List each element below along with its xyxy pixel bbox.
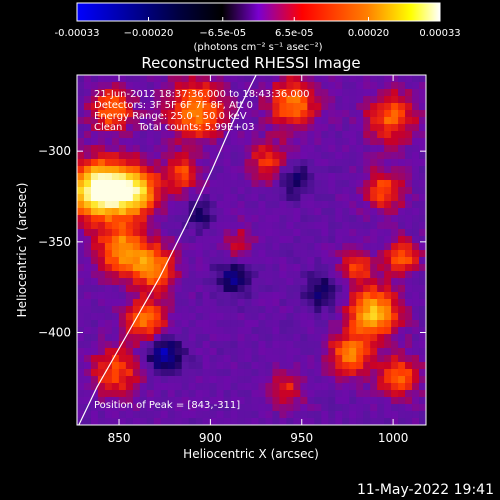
peak-position-label: Position of Peak = [843,-311] xyxy=(94,400,240,411)
y-tick-label: −350 xyxy=(38,235,71,249)
x-tick-label: 850 xyxy=(108,431,131,445)
colorbar-tick-label: -0.00033 xyxy=(55,28,100,39)
x-tick-label: 900 xyxy=(199,431,222,445)
colorbar xyxy=(76,2,441,22)
plot-frame xyxy=(76,74,427,426)
colorbar-tick-label: −6.5e-05 xyxy=(199,28,246,39)
annotation-detectors: Detectors: 3F 5F 6F 7F 8F, Att 0 xyxy=(94,100,253,111)
solar-limb-line xyxy=(78,75,257,425)
colorbar-tick-label: 0.00033 xyxy=(419,28,460,39)
annotation-time: 21-Jun-2012 18:37:36.000 to 18:43:36.000 xyxy=(94,89,310,100)
x-axis-ticks: 850 900 950 1000 xyxy=(108,75,409,445)
colorbar-ticks: -0.00033 −0.00020 −6.5e-05 6.5e-05 0.00020 0.… xyxy=(55,17,461,39)
colorbar-tick-label: 0.00020 xyxy=(348,28,389,39)
annotation-energy: Energy Range: 25.0 - 50.0 keV xyxy=(94,111,247,122)
colorbar-tick-label: 6.5e-05 xyxy=(275,28,313,39)
x-tick-label: 950 xyxy=(290,431,313,445)
x-tick-label: 1000 xyxy=(378,431,409,445)
annotation-clean: Clean Total counts: 5.99E+03 xyxy=(94,122,254,133)
y-tick-label: −400 xyxy=(38,326,71,340)
y-axis-ticks: −300 −350 −400 xyxy=(38,144,426,340)
y-axis-label: Heliocentric Y (arcsec) xyxy=(15,183,29,318)
colorbar-tick-label: −0.00020 xyxy=(124,28,174,39)
y-tick-label: −300 xyxy=(38,144,71,158)
x-axis-label: Heliocentric X (arcsec) xyxy=(183,447,319,461)
colorbar-units: (photons cm⁻² s⁻¹ asec⁻²) xyxy=(193,42,322,53)
footer-datetime: 11-May-2022 19:41 xyxy=(356,482,494,498)
chart-title: Reconstructed RHESSI Image xyxy=(141,54,360,72)
